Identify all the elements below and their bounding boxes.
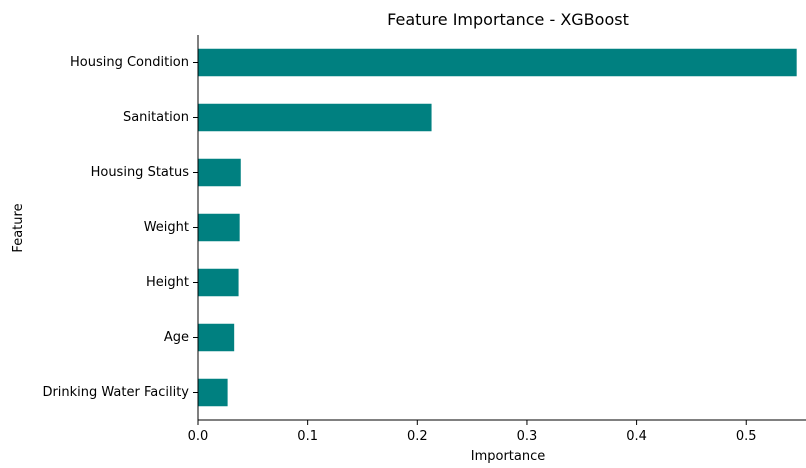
chart-title: Feature Importance - XGBoost (387, 10, 629, 29)
bar-housing-condition (198, 48, 797, 77)
y-ticks: Housing Condition Sanitation Housing Statu… (42, 55, 198, 400)
bars (198, 48, 797, 407)
y-tick-label: Age (164, 330, 189, 345)
bar-age (198, 323, 235, 352)
y-tick-label: Drinking Water Facility (42, 385, 189, 400)
axes (197, 35, 806, 421)
x-tick-label: 0.1 (297, 429, 318, 444)
y-tick-label: Weight (144, 220, 189, 235)
x-axis-title: Importance (471, 449, 546, 463)
y-axis-title: Feature (11, 203, 26, 252)
x-tick-label: 0.0 (188, 429, 209, 444)
y-tick-label: Housing Status (91, 165, 190, 180)
y-tick-label: Housing Condition (70, 55, 189, 70)
x-tick-label: 0.2 (407, 429, 428, 444)
x-tick-label: 0.5 (736, 429, 757, 444)
bar-sanitation (198, 103, 432, 132)
y-tick-label: Height (146, 275, 189, 290)
x-ticks: 0.0 0.1 0.2 0.3 0.4 0.5 (188, 420, 757, 444)
y-tick-label: Sanitation (123, 110, 189, 125)
x-tick-label: 0.3 (517, 429, 538, 444)
bar-weight (198, 213, 240, 242)
bar-height (198, 268, 239, 297)
bar-drinking-water-facility (198, 378, 228, 407)
bar-housing-status (198, 158, 241, 187)
x-tick-label: 0.4 (626, 429, 647, 444)
